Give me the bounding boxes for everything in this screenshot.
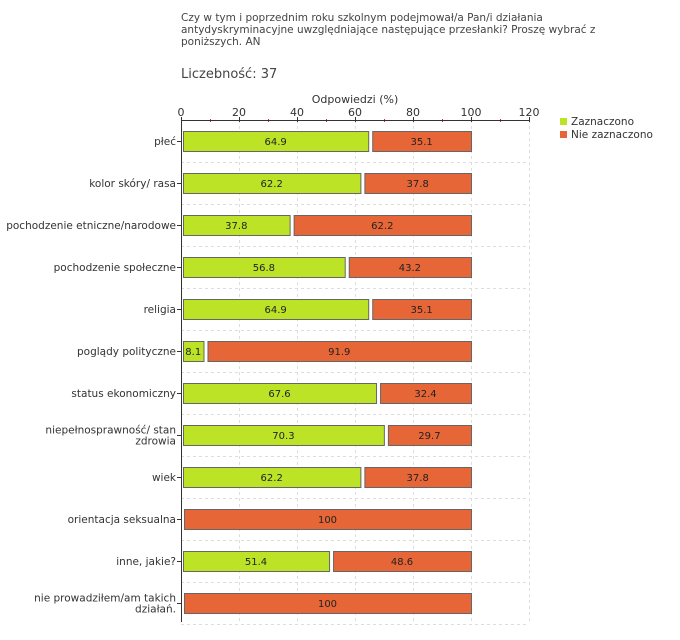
x-axis-title: Odpowiedzi (%) bbox=[312, 93, 399, 106]
data-label: 29.7 bbox=[418, 431, 440, 442]
legend-swatch bbox=[560, 118, 567, 125]
bar-segment bbox=[387, 425, 472, 446]
category-label: kolor skóry/ rasa bbox=[89, 178, 176, 190]
category-labels: płeć kolor skóry/ rasa pochodzenie etniczn… bbox=[6, 136, 177, 616]
x-tick-label: 0 bbox=[178, 106, 185, 119]
data-label: 35.1 bbox=[410, 305, 432, 316]
question-text: Czy w tym i poprzednim roku szkolnym pod… bbox=[181, 12, 596, 48]
bar-segment bbox=[183, 383, 378, 404]
data-label: 62.2 bbox=[371, 221, 393, 232]
data-label: 37.8 bbox=[407, 473, 429, 484]
bar-segment bbox=[364, 467, 473, 488]
category-label: nie prowadziłem/am takich działań. bbox=[34, 593, 176, 616]
x-tick-label: 20 bbox=[232, 106, 246, 119]
category-label: pochodzenie społeczne bbox=[54, 262, 176, 274]
bar-segment bbox=[183, 131, 370, 152]
sample-size-value: 37 bbox=[260, 67, 278, 82]
category-label: pochodzenie etniczne/narodowe bbox=[6, 220, 176, 232]
data-label: 37.8 bbox=[225, 221, 247, 232]
sample-size: Liczebność: 37 bbox=[181, 67, 277, 82]
data-label: 51.4 bbox=[245, 557, 267, 568]
x-tick-label: 60 bbox=[348, 106, 362, 119]
data-label: 100 bbox=[318, 515, 337, 526]
bar-segment bbox=[207, 341, 473, 362]
bar-segment bbox=[184, 509, 472, 530]
data-label: 64.9 bbox=[264, 305, 286, 316]
bar-segment bbox=[184, 593, 472, 614]
category-label: status ekonomiczny bbox=[71, 388, 176, 400]
category-label: płeć bbox=[154, 136, 176, 148]
data-label: 32.4 bbox=[414, 389, 436, 400]
category-label: religia bbox=[144, 304, 176, 316]
category-label: poglądy polityczne bbox=[77, 346, 176, 358]
data-label: 70.3 bbox=[272, 431, 294, 442]
data-label: 8.1 bbox=[185, 347, 201, 358]
x-tick-label: 40 bbox=[290, 106, 304, 119]
category-label: niepełnosprawność/ stan zdrowia bbox=[45, 425, 176, 448]
sample-size-label: Liczebność: bbox=[181, 67, 257, 82]
bar-segment bbox=[364, 173, 473, 194]
bar-segment bbox=[183, 341, 205, 362]
bar-segment bbox=[183, 215, 291, 236]
bar-segment bbox=[183, 425, 385, 446]
category-label: inne, jakie? bbox=[116, 556, 176, 568]
data-label: 64.9 bbox=[264, 137, 286, 148]
bar-segment bbox=[183, 173, 362, 194]
bar-segment bbox=[380, 383, 473, 404]
bar-segment bbox=[183, 257, 346, 278]
grid-lines bbox=[181, 120, 530, 625]
data-label: 56.8 bbox=[253, 263, 275, 274]
legend-label: Nie zaznaczono bbox=[571, 129, 653, 141]
legend-swatch bbox=[560, 131, 567, 138]
data-label: 48.6 bbox=[391, 557, 413, 568]
data-label: 100 bbox=[318, 599, 337, 610]
x-tick-label: 120 bbox=[519, 106, 540, 119]
x-tick-label: 100 bbox=[461, 106, 482, 119]
legend-label: Zaznaczono bbox=[571, 116, 634, 128]
data-label: 62.2 bbox=[261, 473, 283, 484]
data-label: 43.2 bbox=[399, 263, 421, 274]
data-label: 37.8 bbox=[407, 179, 429, 190]
bar-segment bbox=[372, 299, 472, 320]
bars: 64.9 35.1 62.2 37.8 37.8 62.2 56.8 43.2 64.9 35.1… bbox=[183, 131, 473, 614]
bar-segment bbox=[293, 215, 472, 236]
data-label: 91.9 bbox=[328, 347, 350, 358]
data-label: 35.1 bbox=[410, 137, 432, 148]
bar-segment bbox=[183, 299, 370, 320]
axes: 0 20 40 60 80 100 120 Odpowiedzi (%) bbox=[177, 93, 540, 622]
bar-segment bbox=[183, 551, 331, 572]
category-label: orientacja seksualna bbox=[68, 514, 176, 526]
data-label: 62.2 bbox=[261, 179, 283, 190]
bar-segment bbox=[372, 131, 472, 152]
data-label: 67.6 bbox=[268, 389, 290, 400]
x-tick-label: 80 bbox=[406, 106, 420, 119]
bar-segment bbox=[333, 551, 472, 572]
category-label: wiek bbox=[152, 472, 177, 484]
bar-segment bbox=[348, 257, 472, 278]
bar-segment bbox=[183, 467, 362, 488]
